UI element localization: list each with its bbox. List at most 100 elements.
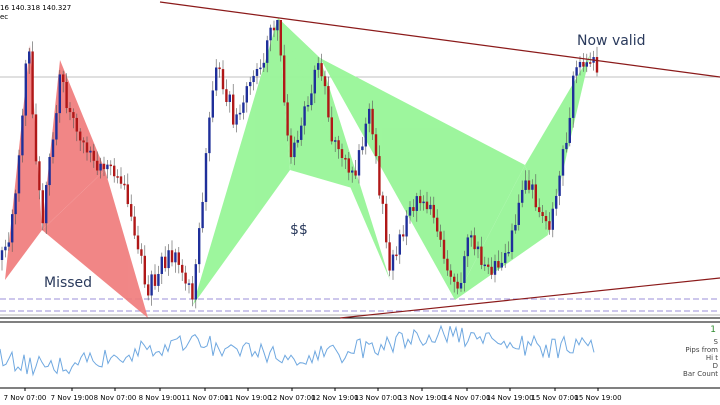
candle-body [534, 184, 537, 208]
candle-body [147, 284, 150, 296]
candle-body [177, 252, 180, 265]
x-axis: 7 Nov 07:00 7 Nov 19:00 8 Nov 07:00 8 Nov 1… [4, 388, 622, 402]
missed-annotation: Missed [44, 275, 92, 291]
dollars-pattern [193, 18, 390, 305]
candle-body [388, 242, 391, 271]
support-trendline[interactable] [339, 277, 720, 319]
candle-body [92, 150, 95, 161]
candle-body [568, 117, 571, 143]
candle-body [323, 76, 327, 87]
candle-body [385, 203, 388, 243]
candle-body [126, 184, 129, 205]
candle-body [395, 254, 398, 257]
candle-body [272, 27, 276, 31]
candle-body [378, 156, 381, 196]
candle-body [538, 207, 541, 213]
candle-body [476, 246, 480, 250]
candle-body [286, 102, 289, 136]
candle-body [255, 68, 259, 76]
candle-body [116, 176, 119, 178]
candle-body [96, 160, 99, 171]
candle-body [456, 281, 459, 289]
candle-body [432, 204, 435, 218]
candle-body [391, 254, 395, 271]
candle-body [198, 228, 201, 265]
candle-body [181, 264, 184, 273]
candle-body [463, 256, 466, 283]
candle-body [208, 117, 211, 154]
candle-body [85, 142, 89, 153]
candle-body [259, 67, 262, 70]
candle-body [398, 234, 401, 255]
candle-body [303, 106, 306, 126]
candle-body [575, 67, 578, 76]
candle-body [79, 131, 82, 141]
x-axis-label: 12 Nov 19:00 [311, 394, 358, 402]
candle-body [89, 150, 92, 153]
candle-body [48, 156, 51, 186]
candle-body [361, 146, 364, 151]
indicator-info-5: Bar Count [683, 370, 718, 378]
candle-body [68, 108, 72, 113]
candle-body [524, 180, 527, 190]
candle-body [347, 158, 350, 173]
x-axis-label: 12 Nov 07:00 [268, 394, 315, 402]
candle-body [449, 270, 452, 277]
candle-body [351, 170, 354, 173]
candle-body [527, 180, 531, 190]
candle-body [514, 224, 517, 231]
x-axis-label: 7 Nov 07:00 [4, 394, 47, 402]
candle-body [133, 216, 136, 236]
candle-body [561, 149, 565, 176]
candle-body [136, 235, 140, 250]
candle-body [510, 230, 514, 252]
candle-body [480, 246, 483, 265]
candle-body [45, 185, 48, 224]
x-axis-label: 11 Nov 19:00 [224, 394, 271, 402]
dollars-annotation: $$ [290, 222, 308, 238]
header-price-line: 16 140.318 140.327 [0, 4, 71, 12]
candle-body [140, 249, 143, 256]
candle-body [130, 204, 133, 217]
candle-body [497, 261, 500, 268]
candle-body [558, 175, 561, 196]
candle-body [211, 90, 214, 118]
candle-body [276, 20, 279, 31]
candle-body [157, 273, 160, 286]
candle-body [357, 150, 361, 176]
candle-body [439, 231, 442, 240]
candle-body [38, 161, 41, 191]
candle-body [218, 67, 221, 70]
indicator-info-2: Pips from [685, 346, 718, 354]
candle-body [58, 74, 61, 114]
candle-body [429, 204, 432, 210]
candle-body [269, 27, 272, 41]
candle-body [306, 105, 310, 107]
x-axis-label: 14 Nov 07:00 [443, 394, 490, 402]
candle-body [412, 207, 415, 211]
candle-body [215, 67, 218, 91]
candle-body [436, 217, 439, 232]
resistance-trendline[interactable] [159, 1, 720, 78]
candle-body [170, 250, 174, 263]
candle-body [371, 108, 374, 135]
candle-body [174, 252, 177, 263]
candle-body [82, 140, 85, 143]
candle-body [310, 93, 313, 106]
candle-body [470, 235, 473, 238]
candle-body [551, 208, 554, 230]
candle-body [531, 184, 534, 190]
candle-body [578, 61, 582, 68]
candle-body [238, 112, 242, 115]
candle-body [334, 140, 337, 142]
candle-body [232, 94, 235, 125]
candle-body [72, 112, 75, 118]
candle-body [109, 164, 112, 167]
candle-body [555, 195, 558, 209]
candle-body [364, 123, 367, 147]
candle-body [34, 114, 38, 162]
candle-body [266, 40, 269, 63]
candle-body [113, 165, 116, 177]
candle-body [160, 256, 163, 274]
